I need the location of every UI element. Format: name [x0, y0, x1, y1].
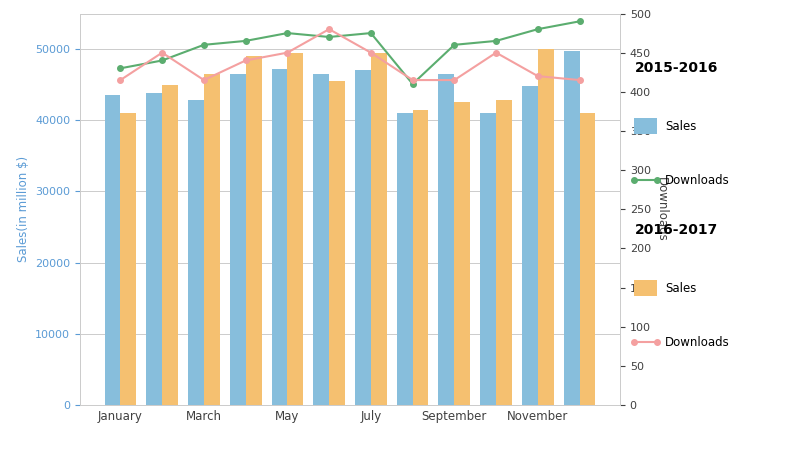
Text: Sales: Sales	[665, 282, 696, 294]
Bar	[522, 86, 538, 405]
Bar	[371, 53, 386, 405]
Y-axis label: Sales(in million $): Sales(in million $)	[17, 156, 30, 262]
Bar	[188, 100, 204, 405]
Bar	[496, 100, 512, 405]
Bar	[564, 50, 579, 405]
Bar	[204, 74, 220, 405]
Bar	[413, 110, 429, 405]
Bar	[121, 113, 136, 405]
Bar	[329, 81, 345, 405]
Bar	[105, 95, 121, 405]
Bar	[355, 71, 371, 405]
Bar	[397, 113, 413, 405]
Text: Sales: Sales	[665, 120, 696, 132]
Bar	[538, 49, 554, 405]
Bar	[579, 113, 595, 405]
Bar	[287, 53, 303, 405]
Bar	[246, 56, 262, 405]
Y-axis label: Downloads: Downloads	[654, 177, 667, 242]
Bar	[314, 74, 329, 405]
Bar	[146, 93, 162, 405]
Text: Downloads: Downloads	[665, 336, 730, 348]
Bar	[271, 69, 287, 405]
Text: 2016-2017: 2016-2017	[634, 223, 718, 237]
Text: 2015-2016: 2015-2016	[634, 61, 718, 75]
Bar	[454, 103, 470, 405]
Bar	[162, 85, 178, 405]
Bar	[438, 74, 454, 405]
Bar	[230, 74, 246, 405]
Bar	[480, 113, 496, 405]
Text: Downloads: Downloads	[665, 174, 730, 186]
